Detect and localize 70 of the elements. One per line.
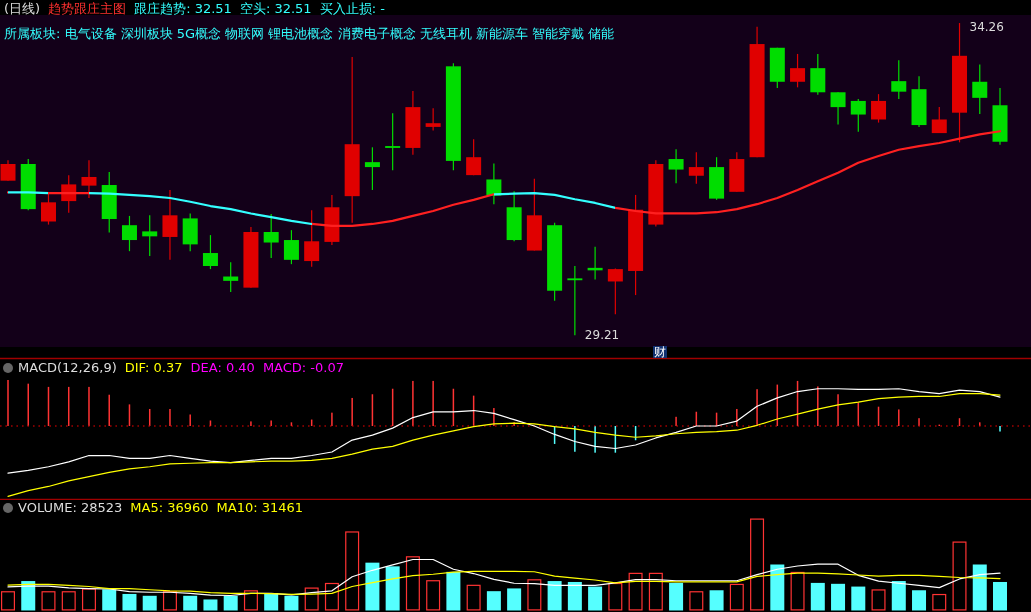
chart-title: MACD(12,26,9) — [18, 360, 117, 375]
bar — [891, 581, 906, 611]
bar — [547, 581, 562, 611]
bar — [142, 595, 157, 611]
bar — [122, 593, 137, 611]
bar — [264, 593, 279, 611]
bar — [223, 595, 238, 611]
bar — [567, 581, 582, 611]
text: 所属板块: 电气设备 深圳板块 5G概念 物联网 锂电池概念 消费电子概念 无线耳机 新能源车 智能穿戴 储能 — [4, 26, 615, 41]
candlestick — [385, 112, 401, 171]
bar — [102, 589, 117, 611]
candlestick — [486, 162, 502, 205]
candlestick — [871, 93, 887, 124]
candlestick — [121, 215, 137, 252]
bar — [365, 562, 380, 611]
candlestick — [688, 151, 704, 185]
candlestick — [304, 209, 320, 268]
annotation: 趋势跟庄主图 — [48, 1, 127, 16]
candlestick — [830, 91, 846, 126]
candlestick — [162, 189, 178, 261]
candlestick — [223, 261, 239, 293]
bar — [183, 595, 198, 611]
annotation: 34.26 — [969, 20, 1004, 35]
bar — [385, 566, 400, 611]
annotation: 跟庄趋势: 32.51 — [134, 1, 232, 16]
bar — [770, 564, 785, 611]
bar — [21, 581, 36, 611]
bar — [588, 586, 603, 611]
candlestick — [891, 59, 907, 100]
bar — [203, 599, 218, 611]
candlestick — [0, 159, 16, 182]
bar — [669, 582, 684, 611]
candlestick — [202, 234, 218, 270]
candlestick — [142, 214, 158, 257]
text: DIF: 0.37 — [124, 360, 183, 375]
bar — [810, 582, 825, 611]
candlestick — [364, 146, 380, 191]
chart-title: VOLUME: 28523 — [18, 500, 123, 515]
bar — [912, 590, 927, 611]
candlestick — [668, 148, 684, 184]
candlestick — [466, 138, 482, 176]
candlestick — [40, 192, 56, 226]
candlestick — [425, 107, 441, 132]
bar — [486, 591, 501, 611]
annotation: 买入止损: - — [319, 1, 386, 16]
text: MA10: 31461 — [216, 500, 304, 515]
candlestick — [790, 53, 806, 88]
bar — [507, 588, 522, 611]
candlestick — [283, 229, 299, 265]
chart-title: (日线) — [4, 1, 41, 16]
candlestick — [81, 159, 97, 199]
text: MA5: 36960 — [130, 500, 209, 515]
bar — [851, 586, 866, 611]
annotation: 29.21 — [584, 328, 620, 343]
candlestick — [263, 213, 279, 259]
text: DEA: 0.40 — [190, 360, 255, 375]
bar — [831, 583, 846, 611]
bar — [446, 571, 461, 611]
bar — [972, 564, 987, 611]
candlestick — [607, 267, 623, 315]
text: MACD: -0.07 — [262, 360, 344, 375]
bar — [284, 595, 299, 611]
bar — [993, 581, 1008, 611]
candlestick — [850, 98, 866, 133]
bar — [709, 590, 724, 611]
candlestick — [972, 63, 988, 115]
candlestick — [61, 174, 77, 214]
candlestick — [567, 265, 583, 336]
candlestick — [931, 106, 947, 134]
annotation: 空头: 32.51 — [239, 1, 312, 16]
